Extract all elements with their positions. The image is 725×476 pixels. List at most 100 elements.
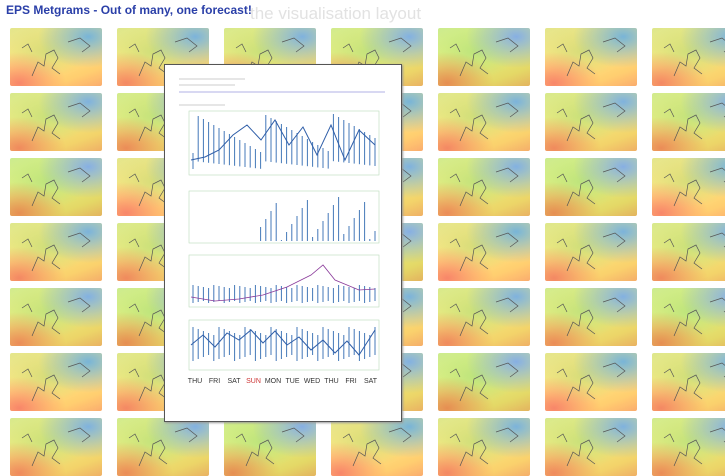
map-thumbnail[interactable] bbox=[10, 288, 102, 346]
map-thumbnail[interactable] bbox=[652, 353, 725, 411]
coastline bbox=[22, 233, 90, 271]
coastline bbox=[22, 103, 90, 141]
coastline bbox=[22, 363, 90, 401]
map-thumbnail[interactable] bbox=[652, 288, 725, 346]
map-thumbnail[interactable] bbox=[545, 223, 637, 281]
coastline bbox=[450, 168, 518, 206]
coastline bbox=[664, 103, 725, 141]
map-coastline bbox=[10, 28, 102, 86]
map-thumbnail[interactable] bbox=[545, 28, 637, 86]
map-thumbnail[interactable] bbox=[331, 418, 423, 476]
map-thumbnail[interactable] bbox=[10, 223, 102, 281]
coastline bbox=[450, 298, 518, 336]
coastline bbox=[557, 363, 625, 401]
day-label: TUE bbox=[286, 378, 300, 385]
map-thumbnail[interactable] bbox=[10, 158, 102, 216]
coastline bbox=[22, 38, 90, 76]
map-coastline bbox=[438, 223, 530, 281]
map-coastline bbox=[545, 288, 637, 346]
map-thumbnail[interactable] bbox=[545, 93, 637, 151]
map-thumbnail[interactable] bbox=[10, 28, 102, 86]
map-coastline bbox=[652, 353, 725, 411]
map-coastline bbox=[545, 158, 637, 216]
map-thumbnail[interactable] bbox=[652, 93, 725, 151]
coastline bbox=[664, 298, 725, 336]
coastline bbox=[664, 233, 725, 271]
map-thumbnail[interactable] bbox=[652, 223, 725, 281]
map-thumbnail[interactable] bbox=[545, 418, 637, 476]
map-coastline bbox=[10, 158, 102, 216]
map-thumbnail[interactable] bbox=[438, 353, 530, 411]
coastline bbox=[450, 233, 518, 271]
map-coastline bbox=[652, 223, 725, 281]
map-thumbnail[interactable] bbox=[438, 288, 530, 346]
day-label: THU bbox=[188, 378, 202, 385]
day-label: SAT bbox=[364, 378, 378, 385]
coastline bbox=[664, 168, 725, 206]
map-coastline bbox=[331, 418, 423, 476]
map-coastline bbox=[10, 93, 102, 151]
day-label: FRI bbox=[345, 378, 356, 385]
map-thumbnail[interactable] bbox=[545, 353, 637, 411]
map-coastline bbox=[545, 93, 637, 151]
page: the visualisation layout EPS Metgrams - … bbox=[0, 0, 725, 472]
map-coastline bbox=[438, 418, 530, 476]
background-heading: the visualisation layout bbox=[250, 4, 421, 24]
map-coastline bbox=[545, 418, 637, 476]
map-thumbnail[interactable] bbox=[652, 28, 725, 86]
map-thumbnail[interactable] bbox=[652, 158, 725, 216]
map-coastline bbox=[652, 288, 725, 346]
map-coastline bbox=[652, 28, 725, 86]
coastline bbox=[450, 428, 518, 466]
map-thumbnail[interactable] bbox=[10, 93, 102, 151]
metgram: THUFRISATSUNMONTUEWEDTHUFRISAT bbox=[165, 65, 401, 421]
map-coastline bbox=[10, 418, 102, 476]
map-thumbnail[interactable] bbox=[438, 158, 530, 216]
map-thumbnail[interactable] bbox=[438, 93, 530, 151]
map-thumbnail[interactable] bbox=[545, 158, 637, 216]
map-coastline bbox=[438, 288, 530, 346]
map-coastline bbox=[10, 353, 102, 411]
map-coastline bbox=[438, 93, 530, 151]
map-thumbnail[interactable] bbox=[10, 353, 102, 411]
coastline bbox=[664, 363, 725, 401]
map-thumbnail[interactable] bbox=[224, 418, 316, 476]
coastline bbox=[664, 428, 725, 466]
map-coastline bbox=[545, 28, 637, 86]
day-label: WED bbox=[304, 378, 320, 385]
map-thumbnail[interactable] bbox=[117, 418, 209, 476]
map-coastline bbox=[545, 353, 637, 411]
page-title: EPS Metgrams - Out of many, one forecast… bbox=[6, 3, 252, 17]
day-label: SUN bbox=[246, 378, 261, 385]
map-coastline bbox=[438, 28, 530, 86]
coastline bbox=[557, 298, 625, 336]
coastline bbox=[450, 103, 518, 141]
coastline bbox=[557, 233, 625, 271]
coastline bbox=[22, 428, 90, 466]
map-thumbnail[interactable] bbox=[545, 288, 637, 346]
map-coastline bbox=[224, 418, 316, 476]
coastline bbox=[22, 168, 90, 206]
coastline bbox=[450, 363, 518, 401]
map-coastline bbox=[438, 158, 530, 216]
map-coastline bbox=[652, 418, 725, 476]
map-coastline bbox=[652, 158, 725, 216]
coastline bbox=[450, 38, 518, 76]
coastline bbox=[129, 428, 197, 466]
map-coastline bbox=[438, 353, 530, 411]
map-thumbnail[interactable] bbox=[652, 418, 725, 476]
map-thumbnail[interactable] bbox=[438, 418, 530, 476]
coastline bbox=[557, 168, 625, 206]
map-thumbnail[interactable] bbox=[10, 418, 102, 476]
coastline bbox=[557, 428, 625, 466]
coastline bbox=[236, 428, 304, 466]
map-thumbnail[interactable] bbox=[438, 28, 530, 86]
coastline bbox=[557, 103, 625, 141]
map-coastline bbox=[545, 223, 637, 281]
map-thumbnail[interactable] bbox=[438, 223, 530, 281]
day-label: SAT bbox=[227, 378, 241, 385]
map-coastline bbox=[652, 93, 725, 151]
coastline bbox=[557, 38, 625, 76]
map-coastline bbox=[117, 418, 209, 476]
coastline bbox=[22, 298, 90, 336]
